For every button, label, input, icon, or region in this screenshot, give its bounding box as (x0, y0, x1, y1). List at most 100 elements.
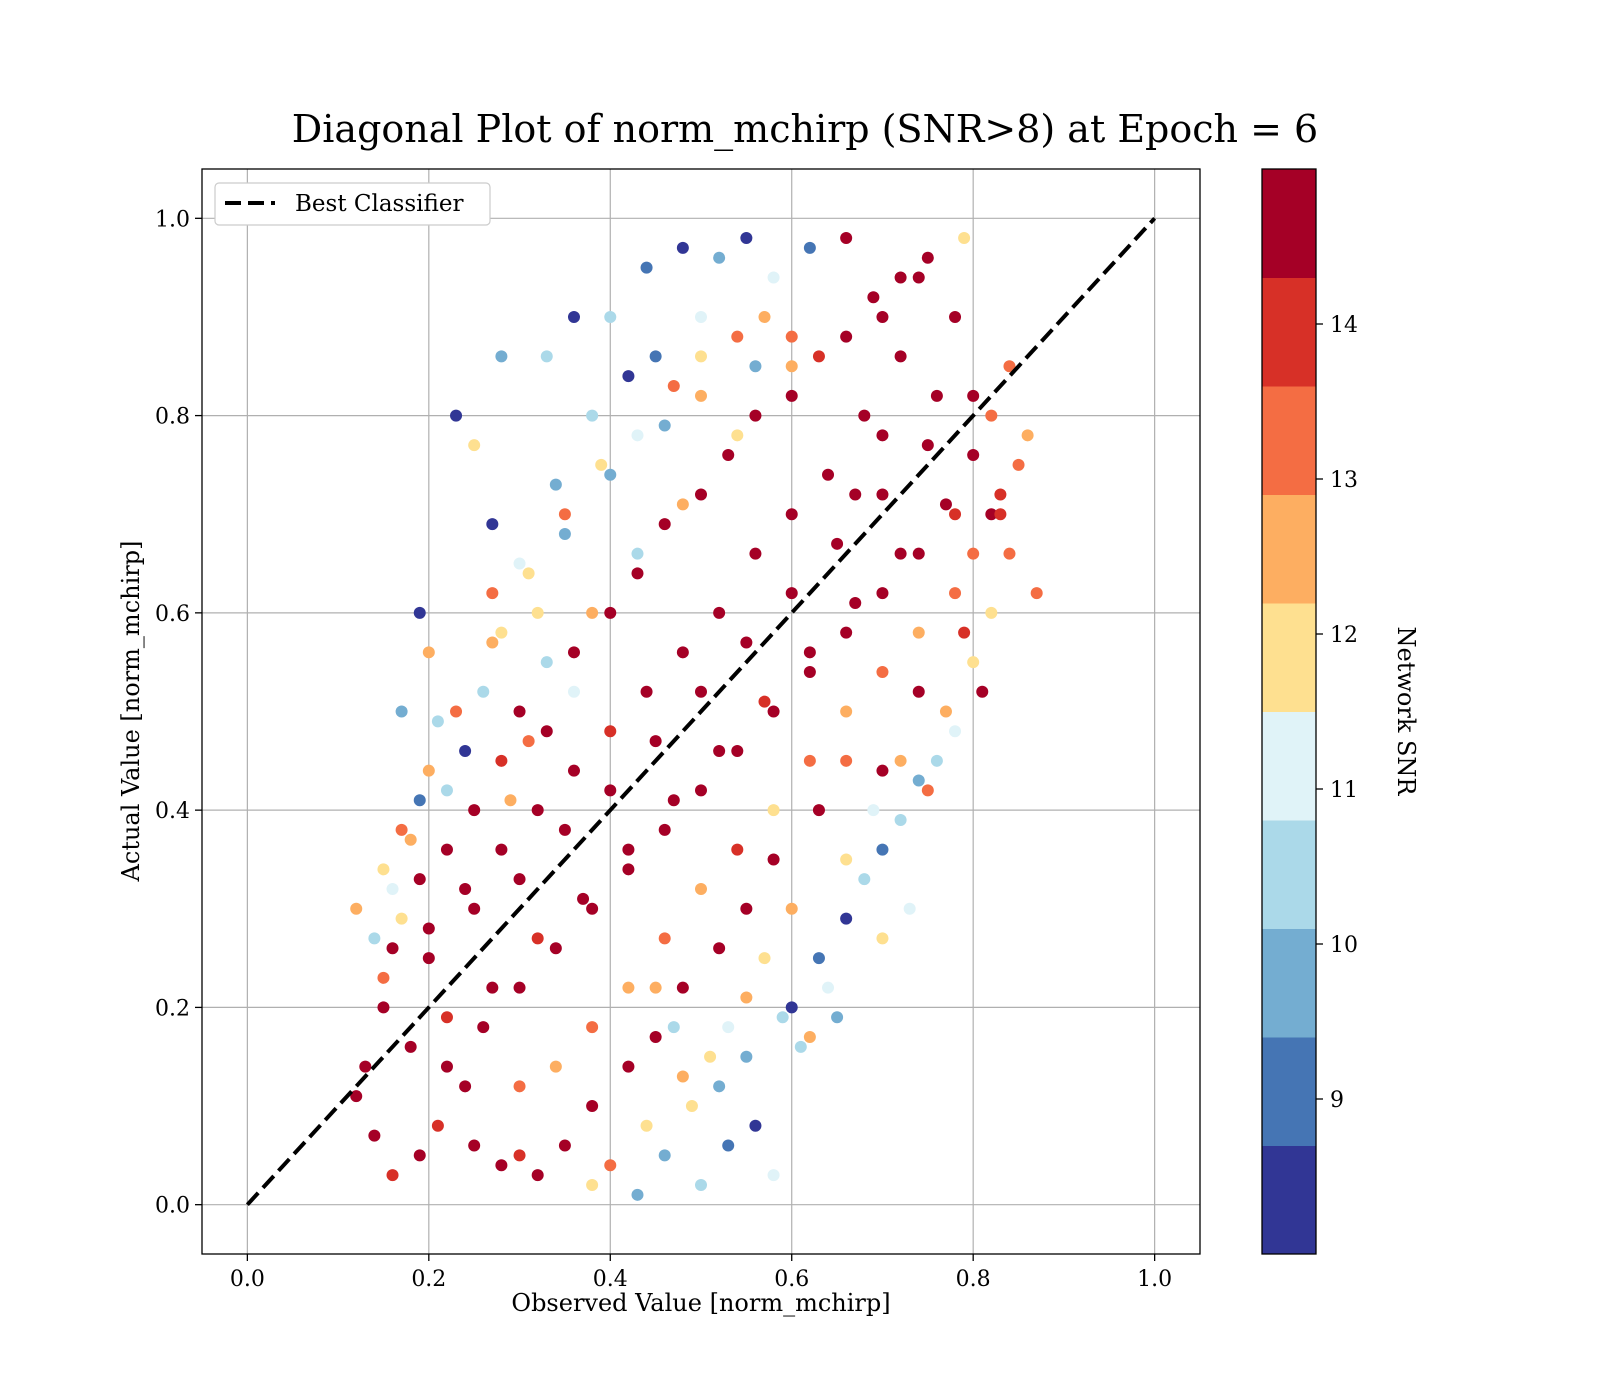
data-point (531, 1169, 544, 1182)
data-point (731, 843, 744, 856)
data-point (695, 310, 707, 323)
data-point (749, 360, 762, 373)
data-point (522, 567, 535, 580)
colorbar-segment (1262, 169, 1316, 278)
colorbar-tick-label: 13 (1330, 468, 1358, 493)
data-point (540, 725, 553, 738)
data-point (586, 409, 599, 422)
data-point (658, 1149, 671, 1162)
colorbar-tick-label: 14 (1330, 313, 1358, 338)
colorbar-tick-label: 10 (1330, 933, 1358, 958)
x-tick-label: 0.4 (593, 1267, 628, 1292)
x-axis-label: Observed Value [norm_mchirp] (511, 1289, 890, 1317)
data-point (486, 587, 499, 600)
data-point (658, 518, 671, 531)
data-point (622, 1060, 635, 1073)
data-point (803, 1031, 816, 1043)
data-point (495, 626, 508, 639)
data-point (386, 1169, 399, 1182)
data-point (785, 508, 798, 521)
data-point (459, 1080, 472, 1093)
data-point (631, 429, 644, 442)
data-point (586, 902, 599, 915)
data-point (422, 952, 435, 965)
data-point (867, 804, 880, 817)
colorbar-segment (1262, 386, 1316, 495)
data-point (422, 922, 435, 935)
data-point (822, 468, 835, 481)
x-tick-label: 1.0 (1137, 1267, 1172, 1292)
y-tick-label: 0.8 (155, 405, 190, 430)
data-point (540, 656, 553, 669)
data-point (785, 389, 798, 402)
colorbar-label: Network SNR (1392, 627, 1420, 797)
data-point (740, 1050, 753, 1063)
data-point (1030, 587, 1043, 600)
data-point (549, 942, 562, 955)
data-point (486, 518, 499, 531)
data-point (531, 932, 544, 945)
data-point (468, 902, 481, 915)
data-point (912, 547, 925, 560)
data-point (749, 409, 762, 422)
data-point (695, 350, 707, 363)
data-point (567, 310, 580, 323)
data-point (377, 1001, 390, 1014)
data-point (504, 794, 517, 807)
data-point (350, 1090, 363, 1103)
data-point (604, 310, 617, 323)
data-point (558, 1139, 571, 1152)
colorbar-segment (1262, 928, 1316, 1038)
data-point (567, 764, 580, 777)
data-point (731, 429, 744, 442)
data-point (459, 883, 472, 896)
data-point (894, 271, 907, 284)
data-point (740, 636, 753, 649)
data-point (459, 744, 472, 757)
x-tick-label: 0.6 (774, 1267, 809, 1292)
data-point (658, 823, 671, 836)
data-point (785, 587, 798, 600)
data-point (658, 932, 671, 945)
data-point (894, 814, 907, 826)
data-point (840, 626, 853, 639)
data-point (685, 1100, 698, 1113)
data-point (840, 232, 853, 245)
data-point (667, 380, 680, 392)
colorbar-segment (1262, 494, 1316, 604)
data-point (695, 883, 707, 896)
best-classifier-line (245, 216, 1157, 1207)
data-point (812, 804, 825, 817)
data-point (967, 656, 980, 669)
data-point (359, 1060, 372, 1073)
data-point (649, 735, 662, 748)
data-point (386, 942, 399, 955)
data-point (667, 794, 680, 807)
data-point (939, 705, 952, 718)
data-point (422, 764, 435, 777)
data-point (967, 389, 980, 402)
data-point (495, 754, 508, 767)
data-point (876, 666, 889, 679)
data-point (731, 744, 744, 757)
data-point (894, 350, 907, 363)
data-point (513, 1149, 526, 1162)
legend-box (214, 182, 491, 226)
colorbar-tick-label: 12 (1330, 623, 1358, 648)
data-point (604, 725, 617, 738)
data-point (540, 350, 553, 363)
data-point (912, 271, 925, 284)
data-point (722, 449, 735, 462)
colorbar-segment (1262, 711, 1316, 821)
data-point (803, 754, 816, 767)
data-point (377, 863, 390, 876)
data-point (658, 419, 671, 432)
data-point (558, 527, 571, 540)
data-point (849, 597, 862, 609)
data-point (758, 952, 771, 965)
data-point (567, 646, 580, 659)
data-point (667, 1021, 680, 1034)
data-point (631, 567, 644, 580)
data-point (758, 310, 771, 323)
data-point (477, 685, 490, 698)
